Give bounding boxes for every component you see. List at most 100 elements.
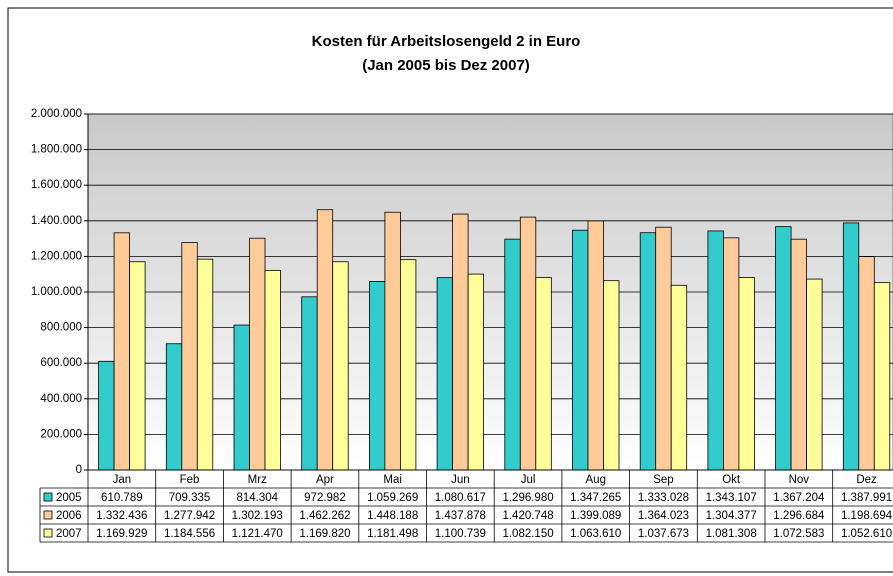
legend-swatch xyxy=(43,492,53,502)
table-cell: 610.789 xyxy=(101,492,143,504)
y-tick-label: 800.000 xyxy=(40,322,82,334)
table-cell: 1.169.929 xyxy=(96,528,147,540)
bar xyxy=(738,277,755,471)
x-tick-label: Aug xyxy=(586,474,606,486)
table-cell: 1.037.673 xyxy=(638,528,689,540)
table-cell: 1.296.980 xyxy=(502,492,553,504)
bar xyxy=(129,261,146,471)
bar xyxy=(775,226,792,471)
table-cell: 1.302.193 xyxy=(232,510,283,522)
bar xyxy=(165,343,183,471)
x-tick-label: Sep xyxy=(653,474,673,486)
table-cell: 1.080.617 xyxy=(435,492,486,504)
table-cell: 1.052.610 xyxy=(841,528,892,540)
bar xyxy=(98,360,115,471)
table-cell: 1.367.204 xyxy=(773,492,825,504)
bar xyxy=(264,269,281,471)
table-cell: 1.333.028 xyxy=(638,492,689,504)
bar xyxy=(301,296,318,471)
y-tick-label: 0 xyxy=(76,464,82,476)
x-tick-label: Nov xyxy=(789,474,810,486)
legend-label: 2005 xyxy=(56,492,82,504)
table-cell: 1.059.269 xyxy=(367,492,418,504)
table-cell: 1.462.262 xyxy=(299,510,350,522)
y-tick-label: 2.000.000 xyxy=(31,108,82,120)
x-tick-label: Okt xyxy=(722,474,741,486)
legend-swatch xyxy=(43,510,53,520)
bar xyxy=(655,226,672,471)
x-tick-label: Apr xyxy=(316,474,334,486)
bar xyxy=(467,273,485,471)
chart-subtitle: (Jan 2005 bis Dez 2007) xyxy=(362,57,530,74)
bar xyxy=(603,280,620,471)
table-cell: 814.304 xyxy=(236,492,278,504)
x-tick-label: Mai xyxy=(383,474,402,486)
table-cell: 1.437.878 xyxy=(435,510,486,522)
table-cell: 1.420.748 xyxy=(502,510,553,522)
table-cell: 1.296.684 xyxy=(773,510,825,522)
bar xyxy=(249,237,266,471)
bar xyxy=(790,238,807,471)
x-tick-label: Jul xyxy=(521,474,536,486)
table-cell: 1.100.739 xyxy=(435,528,486,540)
table-cell: 1.304.377 xyxy=(706,510,757,522)
table-cell: 1.399.089 xyxy=(570,510,621,522)
bar xyxy=(332,261,349,471)
y-tick-label: 1.000.000 xyxy=(31,286,82,298)
bar xyxy=(858,256,875,471)
bar xyxy=(587,220,604,471)
bar xyxy=(384,211,401,471)
legend-label: 2006 xyxy=(56,510,82,522)
y-tick-label: 200.000 xyxy=(40,428,82,440)
table-cell: 709.335 xyxy=(169,492,211,504)
y-tick-label: 1.800.000 xyxy=(31,144,82,156)
legend-swatch xyxy=(43,528,53,538)
table-cell: 972.982 xyxy=(304,492,346,504)
bar xyxy=(723,237,740,471)
bar xyxy=(707,230,724,471)
bar xyxy=(113,232,130,471)
bar xyxy=(316,209,334,471)
bar xyxy=(873,282,891,471)
table-cell: 1.169.820 xyxy=(299,528,350,540)
table-cell: 1.332.436 xyxy=(96,510,147,522)
y-tick-label: 1.600.000 xyxy=(31,179,82,191)
x-tick-label: Feb xyxy=(180,474,200,486)
y-tick-label: 1.200.000 xyxy=(31,250,82,262)
bar xyxy=(196,258,214,471)
table-cell: 1.198.694 xyxy=(841,510,893,522)
x-tick-label: Dez xyxy=(856,474,877,486)
y-tick-label: 600.000 xyxy=(40,357,82,369)
y-tick-label: 1.400.000 xyxy=(31,215,82,227)
table-cell: 1.082.150 xyxy=(502,528,553,540)
chart-title: Kosten für Arbeitslosengeld 2 in Euro xyxy=(312,33,581,50)
table-cell: 1.184.556 xyxy=(164,528,215,540)
table-cell: 1.072.583 xyxy=(773,528,824,540)
bar xyxy=(368,281,386,471)
table-cell: 1.277.942 xyxy=(164,510,215,522)
bar xyxy=(399,259,417,471)
table-cell: 1.343.107 xyxy=(706,492,757,504)
bar xyxy=(504,238,521,471)
bar xyxy=(181,242,198,471)
table-cell: 1.347.265 xyxy=(570,492,621,504)
bar xyxy=(806,278,823,471)
bar xyxy=(436,277,454,471)
table-cell: 1.364.023 xyxy=(638,510,689,522)
bar xyxy=(670,284,688,471)
bar xyxy=(842,222,860,471)
bar xyxy=(639,232,657,471)
y-tick-label: 400.000 xyxy=(40,393,82,405)
x-tick-label: Jun xyxy=(451,474,470,486)
table-cell: 1.181.498 xyxy=(367,528,418,540)
bar xyxy=(452,213,469,471)
x-tick-label: Mrz xyxy=(248,474,267,486)
table-cell: 1.448.188 xyxy=(367,510,418,522)
bar xyxy=(233,324,250,471)
bar xyxy=(535,276,552,471)
bar xyxy=(519,216,537,471)
x-tick-label: Jan xyxy=(113,474,132,486)
table-cell: 1.063.610 xyxy=(570,528,621,540)
bar xyxy=(572,229,589,471)
